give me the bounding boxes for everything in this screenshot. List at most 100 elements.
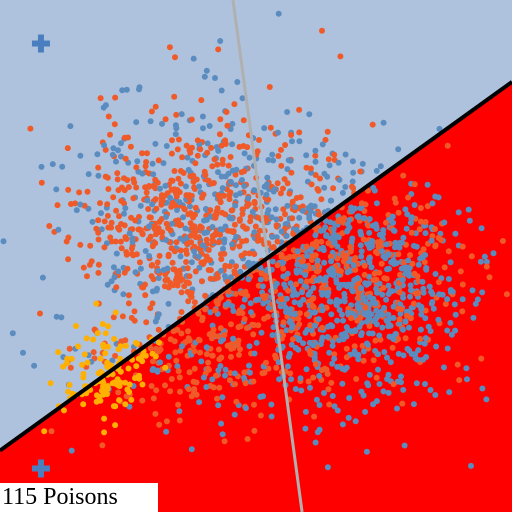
data-point-orange xyxy=(288,169,295,176)
data-point-orange xyxy=(132,217,139,224)
data-point-blue xyxy=(163,428,170,435)
data-point-blue xyxy=(328,197,335,204)
data-point-blue xyxy=(322,224,329,231)
data-point-orange xyxy=(348,315,355,322)
data-point-blue xyxy=(269,258,276,265)
data-point-blue xyxy=(307,247,314,254)
data-point-blue xyxy=(284,270,291,277)
data-point-orange xyxy=(191,243,198,250)
data-point-blue xyxy=(296,138,303,145)
data-point-orange xyxy=(395,209,402,216)
data-point-orange xyxy=(183,142,190,149)
data-point-blue xyxy=(149,201,156,208)
data-point-blue xyxy=(379,324,386,331)
data-point-orange xyxy=(347,244,354,250)
data-point-orange xyxy=(115,187,122,194)
data-point-blue xyxy=(349,178,356,185)
data-point-blue xyxy=(310,342,317,349)
data-point-blue xyxy=(182,183,189,190)
data-point-blue xyxy=(331,239,338,246)
data-point-orange xyxy=(97,95,104,102)
data-point-orange xyxy=(175,217,182,224)
data-point-orange xyxy=(454,361,461,368)
data-point-orange xyxy=(143,189,150,196)
data-point-orange xyxy=(165,253,172,260)
data-point-orange xyxy=(184,265,191,272)
data-point-poison xyxy=(80,370,87,377)
data-point-blue xyxy=(263,191,270,198)
data-point-blue xyxy=(122,205,129,212)
data-point-blue xyxy=(307,384,313,391)
data-point-blue xyxy=(149,367,156,374)
data-point-blue xyxy=(411,202,418,208)
data-point-orange xyxy=(328,379,335,386)
data-point-poison xyxy=(68,355,75,362)
data-point-blue xyxy=(392,330,399,337)
data-point-blue xyxy=(483,258,490,265)
data-point-orange xyxy=(170,282,177,289)
data-point-blue xyxy=(110,264,117,271)
data-point-orange xyxy=(152,226,158,233)
data-point-orange xyxy=(341,215,348,222)
data-point-orange xyxy=(207,207,214,214)
data-point-blue xyxy=(245,276,252,283)
data-point-orange xyxy=(259,370,266,377)
data-point-orange xyxy=(219,209,226,216)
data-point-blue xyxy=(229,215,235,222)
data-point-blue xyxy=(9,330,16,337)
data-point-poison xyxy=(100,387,107,394)
data-point-blue xyxy=(300,296,307,303)
data-point-orange xyxy=(108,219,115,226)
data-point-orange xyxy=(213,211,220,218)
data-point-orange xyxy=(390,381,397,388)
data-point-orange xyxy=(280,265,287,272)
data-point-poison xyxy=(84,359,91,366)
data-point-poison xyxy=(101,415,108,422)
data-point-blue xyxy=(370,318,377,324)
data-point-orange xyxy=(105,113,112,120)
data-point-orange xyxy=(287,370,294,377)
data-point-blue xyxy=(123,86,130,93)
data-point-orange xyxy=(317,175,323,182)
data-point-orange xyxy=(365,187,371,194)
data-point-poison xyxy=(124,386,131,393)
data-point-orange xyxy=(192,234,199,241)
data-point-orange xyxy=(435,279,442,286)
data-point-orange xyxy=(142,292,149,299)
data-point-blue xyxy=(229,167,236,174)
data-point-blue xyxy=(231,370,238,377)
data-point-blue xyxy=(155,311,162,318)
data-point-orange xyxy=(205,267,212,273)
data-point-poison xyxy=(95,370,102,377)
data-point-blue xyxy=(425,323,432,330)
data-point-poison xyxy=(60,363,67,370)
data-point-blue xyxy=(324,173,331,180)
data-point-orange xyxy=(77,241,84,248)
data-point-blue xyxy=(188,446,195,453)
data-point-blue xyxy=(154,285,160,292)
data-point-orange xyxy=(283,255,290,262)
data-point-blue xyxy=(300,340,307,347)
data-point-orange xyxy=(175,401,182,408)
data-point-blue xyxy=(446,389,453,396)
data-point-orange xyxy=(432,243,439,250)
data-point-orange xyxy=(337,53,344,60)
data-point-blue xyxy=(373,398,380,405)
data-point-blue xyxy=(389,213,396,220)
data-point-orange xyxy=(243,325,250,331)
data-point-orange xyxy=(172,202,179,209)
data-point-orange xyxy=(435,234,442,241)
data-point-poison xyxy=(133,363,140,370)
data-point-orange xyxy=(342,255,349,261)
data-point-blue xyxy=(383,241,390,248)
data-point-blue xyxy=(444,327,451,334)
data-point-blue xyxy=(154,367,161,374)
data-point-orange xyxy=(125,300,132,307)
data-point-blue xyxy=(155,267,162,274)
data-point-blue xyxy=(334,317,341,324)
data-point-orange xyxy=(136,213,142,220)
data-point-blue xyxy=(53,186,60,193)
data-point-blue xyxy=(203,67,210,74)
data-point-blue xyxy=(428,237,435,244)
data-point-orange xyxy=(207,275,214,282)
